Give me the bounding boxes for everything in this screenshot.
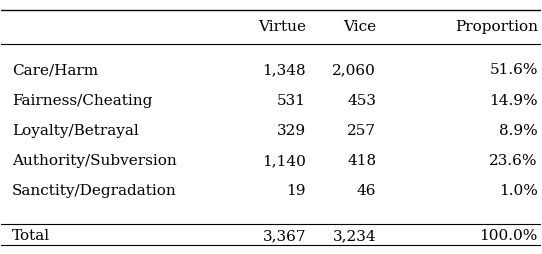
- Text: 418: 418: [347, 154, 376, 168]
- Text: 1,348: 1,348: [262, 64, 306, 77]
- Text: 453: 453: [347, 94, 376, 108]
- Text: 531: 531: [277, 94, 306, 108]
- Text: Care/Harm: Care/Harm: [12, 64, 98, 77]
- Text: 8.9%: 8.9%: [499, 124, 538, 138]
- Text: 100.0%: 100.0%: [480, 229, 538, 243]
- Text: 46: 46: [357, 184, 376, 198]
- Text: Proportion: Proportion: [455, 20, 538, 34]
- Text: 257: 257: [347, 124, 376, 138]
- Text: Authority/Subversion: Authority/Subversion: [12, 154, 177, 168]
- Text: 1.0%: 1.0%: [499, 184, 538, 198]
- Text: 23.6%: 23.6%: [489, 154, 538, 168]
- Text: 14.9%: 14.9%: [489, 94, 538, 108]
- Text: Total: Total: [12, 229, 50, 243]
- Text: Loyalty/Betrayal: Loyalty/Betrayal: [12, 124, 139, 138]
- Text: 1,140: 1,140: [262, 154, 306, 168]
- Text: Vice: Vice: [343, 20, 376, 34]
- Text: 19: 19: [287, 184, 306, 198]
- Text: 51.6%: 51.6%: [489, 64, 538, 77]
- Text: Virtue: Virtue: [258, 20, 306, 34]
- Text: Sanctity/Degradation: Sanctity/Degradation: [12, 184, 177, 198]
- Text: Fairness/Cheating: Fairness/Cheating: [12, 94, 152, 108]
- Text: 2,060: 2,060: [332, 64, 376, 77]
- Text: 329: 329: [277, 124, 306, 138]
- Text: 3,234: 3,234: [333, 229, 376, 243]
- Text: 3,367: 3,367: [262, 229, 306, 243]
